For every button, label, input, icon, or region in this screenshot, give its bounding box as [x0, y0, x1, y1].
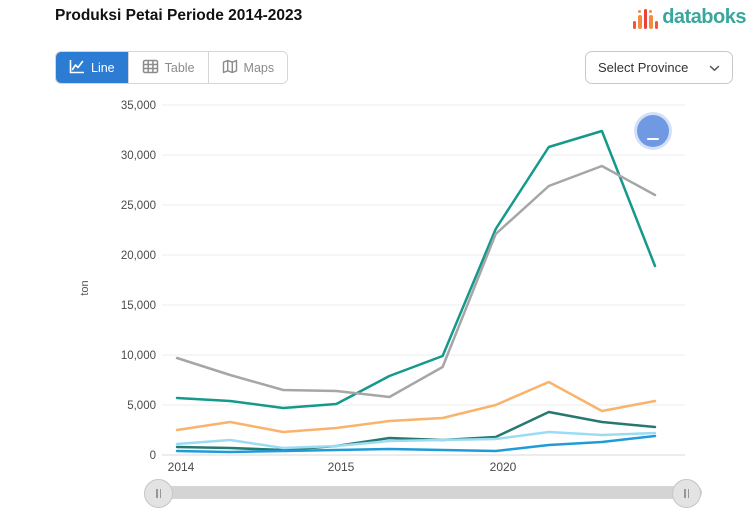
grip-icon: [156, 489, 158, 498]
line-view-label: Line: [91, 60, 115, 75]
table-view-button[interactable]: Table: [127, 52, 208, 83]
maps-icon: [222, 59, 238, 77]
logo-bar: [654, 21, 659, 29]
grip-icon: [684, 489, 686, 498]
x-axis-tick-label: 2014: [168, 460, 195, 474]
x-axis-tick-label: 2015: [328, 460, 355, 474]
grip-icon: [159, 489, 161, 498]
maps-view-label: Maps: [243, 60, 275, 75]
logo-bar: [632, 21, 637, 29]
series-line-orange: [175, 380, 657, 434]
databoks-logo-icon: [632, 6, 659, 29]
y-axis-tick-label: 25,000: [121, 200, 156, 212]
series-line-gray: [175, 164, 657, 399]
select-province-label: Select Province: [598, 60, 689, 75]
maps-view-button[interactable]: Maps: [207, 52, 288, 83]
zoom-out-button[interactable]: [637, 115, 669, 147]
y-axis-tick-label: 15,000: [121, 300, 156, 312]
page-title: Produksi Petai Periode 2014-2023: [55, 7, 303, 24]
y-axis-tick-label: 20,000: [121, 250, 156, 262]
y-axis-title: ton: [79, 280, 91, 295]
series-line-teal: [175, 129, 657, 410]
chart-scrollbar-track[interactable]: [145, 486, 702, 499]
y-axis-tick-label: 5,000: [127, 400, 156, 412]
y-axis-tick-label: 0: [150, 450, 156, 462]
scrollbar-right-handle[interactable]: [672, 479, 701, 508]
series-line-dark-teal: [175, 410, 657, 452]
minus-icon: [647, 137, 659, 140]
logo-bar: [638, 10, 642, 29]
line-chart: 0 5,000 10,000 15,000 20,000 25,000 30,000 35,0…: [0, 93, 753, 478]
scrollbar-left-handle[interactable]: [144, 479, 173, 508]
table-view-label: Table: [164, 60, 195, 75]
grip-icon: [687, 489, 689, 498]
series-line-light-cyan: [175, 430, 657, 450]
databoks-logo-text: databoks: [662, 6, 746, 28]
x-axis-tick-label: 2020: [490, 460, 517, 474]
y-axis-tick-label: 35,000: [121, 100, 156, 112]
line-chart-icon: [69, 59, 85, 77]
logo-bar: [649, 10, 653, 29]
chevron-down-icon: [709, 60, 720, 75]
select-province-dropdown[interactable]: Select Province: [585, 51, 733, 84]
y-axis-tick-label: 30,000: [121, 150, 156, 162]
series-line-blue: [175, 434, 657, 454]
view-toggle-group: Line Table Maps: [55, 51, 289, 84]
logo-bar: [643, 9, 648, 29]
databoks-logo: databoks: [632, 6, 746, 29]
y-axis-tick-label: 10,000: [121, 350, 156, 362]
chart-canvas: 0 5,000 10,000 15,000 20,000 25,000 30,000 35,0…: [79, 100, 685, 474]
table-icon: [142, 59, 159, 77]
line-view-button[interactable]: Line: [56, 52, 128, 83]
